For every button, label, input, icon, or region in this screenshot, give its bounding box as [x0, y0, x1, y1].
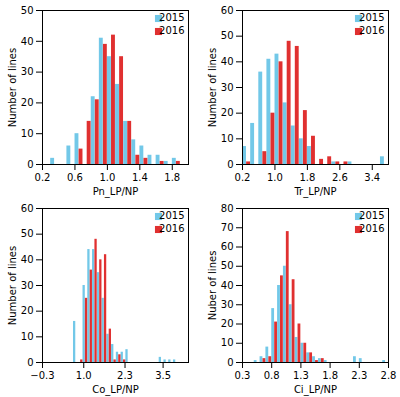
svg-text:20: 20 — [221, 107, 234, 118]
svg-text:Number of lines: Number of lines — [7, 48, 18, 127]
svg-text:Ci_LP/NP: Ci_LP/NP — [294, 384, 337, 396]
svg-text:0: 0 — [27, 159, 33, 170]
svg-text:Co_LP/NP: Co_LP/NP — [92, 384, 139, 396]
svg-text:10: 10 — [221, 133, 234, 144]
svg-text:2015: 2015 — [159, 12, 184, 23]
svg-text:1.0: 1.0 — [267, 172, 283, 183]
svg-text:0: 0 — [227, 357, 233, 368]
svg-text:30: 30 — [21, 66, 34, 77]
svg-text:0.2: 0.2 — [235, 172, 251, 183]
svg-text:50: 50 — [21, 5, 34, 16]
svg-text:0.2: 0.2 — [35, 172, 51, 183]
svg-text:60: 60 — [221, 5, 234, 16]
svg-text:Nuber of lines: Nuber of lines — [207, 251, 218, 321]
svg-text:0: 0 — [27, 357, 33, 368]
svg-text:−0.3: −0.3 — [30, 370, 54, 381]
svg-text:50: 50 — [221, 30, 234, 41]
svg-text:30: 30 — [221, 299, 234, 310]
svg-text:40: 40 — [221, 56, 234, 67]
svg-text:40: 40 — [21, 36, 34, 47]
svg-text:1.3: 1.3 — [293, 370, 309, 381]
svg-text:1.0: 1.0 — [76, 370, 92, 381]
svg-text:20: 20 — [21, 97, 34, 108]
svg-text:0: 0 — [227, 159, 233, 170]
svg-text:3.5: 3.5 — [155, 370, 171, 381]
svg-text:3.4: 3.4 — [364, 172, 380, 183]
svg-text:50: 50 — [21, 228, 34, 239]
svg-text:50: 50 — [221, 260, 234, 271]
svg-text:10: 10 — [221, 337, 234, 348]
svg-text:2016: 2016 — [359, 223, 384, 234]
svg-text:2.3: 2.3 — [117, 370, 133, 381]
svg-text:2.8: 2.8 — [381, 370, 397, 381]
svg-text:2015: 2015 — [159, 210, 184, 221]
svg-text:1.8: 1.8 — [299, 172, 315, 183]
svg-text:30: 30 — [221, 82, 234, 93]
svg-text:2016: 2016 — [359, 25, 384, 36]
svg-text:60: 60 — [21, 203, 34, 214]
svg-text:20: 20 — [221, 318, 234, 329]
svg-text:80: 80 — [221, 203, 234, 214]
svg-text:Tr_LP/NP: Tr_LP/NP — [293, 186, 336, 198]
svg-text:2.3: 2.3 — [351, 370, 367, 381]
svg-text:Number of lines: Number of lines — [7, 246, 18, 325]
svg-text:70: 70 — [221, 222, 234, 233]
svg-text:1.4: 1.4 — [132, 172, 148, 183]
svg-text:20: 20 — [21, 305, 34, 316]
svg-text:2.6: 2.6 — [332, 172, 348, 183]
svg-text:40: 40 — [21, 254, 34, 265]
svg-text:1.8: 1.8 — [164, 172, 180, 183]
svg-text:1.0: 1.0 — [99, 172, 115, 183]
svg-text:10: 10 — [21, 331, 34, 342]
svg-text:30: 30 — [21, 280, 34, 291]
svg-text:Pn_LP/NP: Pn_LP/NP — [93, 186, 139, 198]
svg-text:40: 40 — [221, 280, 234, 291]
svg-text:10: 10 — [21, 128, 34, 139]
svg-text:60: 60 — [221, 241, 234, 252]
svg-text:2016: 2016 — [159, 223, 184, 234]
svg-text:2015: 2015 — [359, 12, 384, 23]
svg-text:0.8: 0.8 — [264, 370, 280, 381]
svg-text:2015: 2015 — [359, 210, 384, 221]
svg-text:1.8: 1.8 — [322, 370, 338, 381]
svg-text:0.3: 0.3 — [235, 370, 251, 381]
svg-text:0.6: 0.6 — [67, 172, 83, 183]
svg-text:2016: 2016 — [159, 25, 184, 36]
svg-text:Number of lines: Number of lines — [207, 48, 218, 127]
